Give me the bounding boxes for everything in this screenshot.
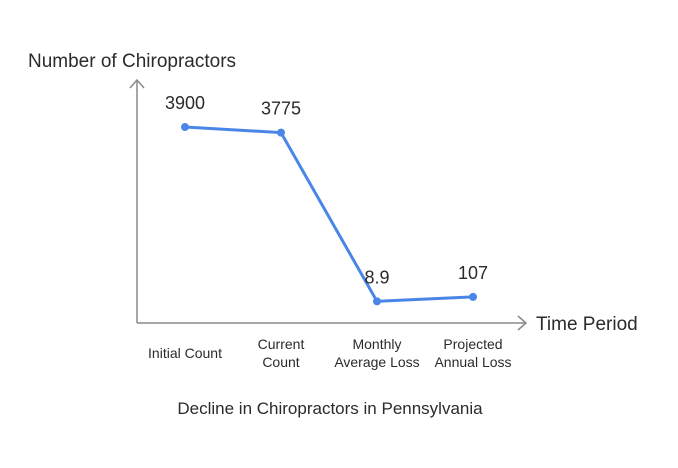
data-label: 3775 (261, 99, 301, 119)
series-line (184, 125, 474, 303)
data-label: 8.9 (364, 267, 389, 287)
data-point (181, 123, 189, 132)
x-tick-label-line: Count (262, 354, 299, 370)
y-axis (129, 78, 145, 323)
data-label: 3900 (165, 93, 205, 113)
data-label: 107 (458, 263, 488, 283)
x-axis-arrow-icon (517, 315, 528, 331)
x-axis (137, 315, 528, 331)
x-tick-label: Initial Count (148, 345, 222, 361)
x-tick-label-line: Average Loss (334, 354, 419, 370)
x-tick-label: Current Count (258, 336, 305, 370)
y-axis-arrow-icon (129, 78, 145, 89)
x-tick-label-line: Annual Loss (434, 354, 511, 370)
x-tick-label: Projected Annual Loss (434, 336, 511, 370)
x-axis-label: Time Period (536, 314, 638, 335)
data-point (277, 128, 285, 137)
x-tick-label-line: Projected (443, 336, 502, 352)
chart-title: Decline in Chiropractors in Pennsylvania (177, 399, 483, 418)
x-tick-label-line: Monthly (352, 336, 401, 352)
data-point (373, 297, 381, 306)
x-tick-label-line: Current (258, 336, 305, 352)
series-group: 3900 3775 8.9 107 (165, 93, 488, 306)
y-axis-label: Number of Chiropractors (28, 51, 236, 72)
x-tick-label-line: Initial Count (148, 345, 222, 361)
x-tick-labels: Initial Count Current Count Monthly Average … (148, 336, 512, 370)
x-tick-label: Monthly Average Loss (334, 336, 419, 370)
data-point (469, 292, 477, 301)
